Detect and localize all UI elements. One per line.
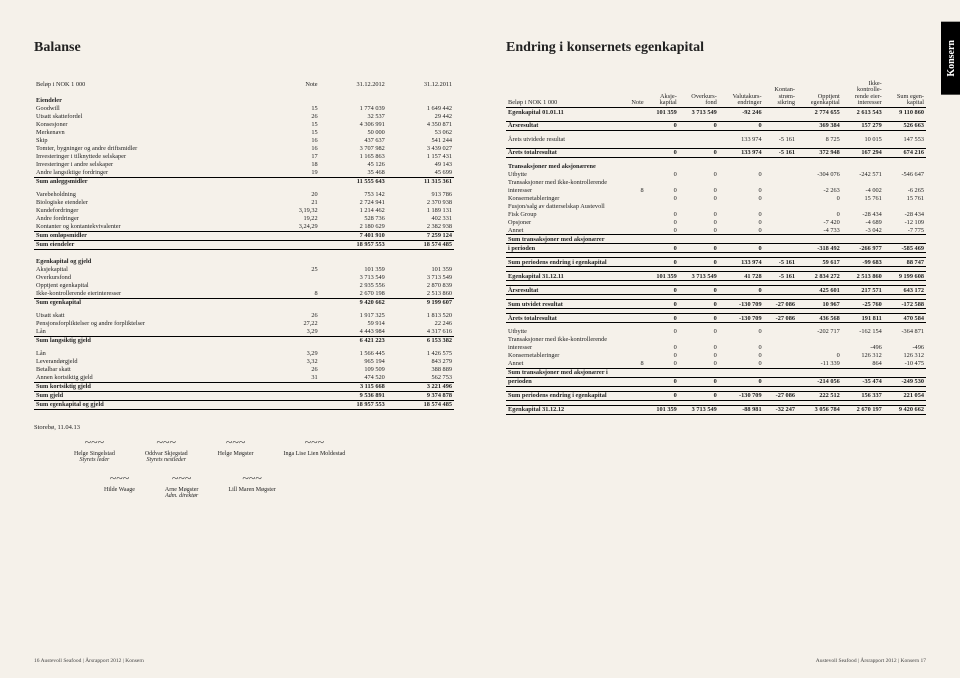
- table-row: Kontanter og kontantekvivalenter3,24,292…: [34, 223, 454, 232]
- table-row: Fisk Group0000-28 434-28 434: [506, 210, 926, 218]
- table-row: Betalbar skatt26109 509388 889: [34, 366, 454, 374]
- col-y2: 31.12.2011: [387, 80, 454, 88]
- signature-block: ~~~Lill Maren Møgster: [228, 473, 275, 499]
- balance-title: Balanse: [34, 40, 454, 56]
- table-row: Fusjon/salg av datterselskap Austevoll: [506, 202, 926, 210]
- table-row: Andre fordringer19,22528 736402 331: [34, 215, 454, 223]
- sum-kortsiktig-gjeld: Sum kortsiktig gjeld 3 115 6683 221 496: [34, 382, 454, 391]
- table-row: interesser8000-2 263-4 002-6 265: [506, 186, 926, 194]
- table-row: Annet8000-11 339864-10 475: [506, 360, 926, 369]
- equity-col-header: Ikke-kontrolle-rende eier-interesser: [842, 80, 884, 108]
- footer-left: 16 Austevoll Seafood | Årsrapport 2012 |…: [34, 658, 144, 664]
- equity-col-header: Note: [624, 80, 646, 108]
- table-row: Årets utvidede resultat133 974-5 1618 72…: [506, 135, 926, 143]
- table-row: Opsjoner000-7 420-4 689-12 109: [506, 218, 926, 226]
- table-row: Utbytte000-304 076-242 571-546 647: [506, 170, 926, 178]
- table-row: Annet000-4 733-3 042-7 775: [506, 226, 926, 235]
- table-row: Transaksjoner med ikke-kontrollerende: [506, 336, 926, 344]
- table-row: Konsernetableringer0000126 312126 312: [506, 352, 926, 360]
- page-spread: Balanse Beløp i NOK 1 000 Note 31.12.201…: [0, 0, 960, 678]
- balance-sublabel: Beløp i NOK 1 000: [34, 80, 278, 88]
- col-y1: 31.12.2012: [320, 80, 387, 88]
- table-row: Transaksjoner med aksjonærene: [506, 162, 926, 170]
- equity-col-header: Kontan-strøm-sikring: [764, 80, 797, 108]
- table-row: Transaksjoner med ikke-kontrollerende: [506, 178, 926, 186]
- signature-block: ~~~Inga Lise Lien Moldestad: [283, 437, 345, 463]
- sum-ek-gjeld: Sum egenkapital og gjeld 18 957 55318 57…: [34, 400, 454, 409]
- equity-col-header: Valutakurs-endringer: [719, 80, 764, 108]
- col-note: Note: [278, 80, 320, 88]
- table-row: Sum periodens endring i egenkapital00133…: [506, 258, 926, 267]
- signature-block: ~~~Helge Møgster: [218, 437, 254, 463]
- section-eiendeler: Eiendeler: [34, 93, 454, 105]
- balance-table: Beløp i NOK 1 000 Note 31.12.2012 31.12.…: [34, 80, 454, 410]
- sum-gjeld: Sum gjeld 9 536 8919 374 878: [34, 391, 454, 400]
- sum-eiendeler: Sum eiendeler 18 957 55318 574 485: [34, 240, 454, 249]
- table-row: Konsernetableringer000015 76115 761: [506, 194, 926, 202]
- right-page: Konsern Endring i konsernets egenkapital…: [480, 0, 960, 678]
- table-row: Goodwill151 774 0391 649 442: [34, 105, 454, 113]
- table-row: perioden000-214 056-35 474-249 530: [506, 377, 926, 386]
- table-row: Lån3,294 443 9844 317 616: [34, 328, 454, 337]
- signature-block: ~~~Arne MøgsterAdm. direktør: [165, 473, 199, 499]
- table-row: Biologiske eiendeler212 724 9412 370 938: [34, 199, 454, 207]
- table-row: Sum periodens endring i egenkapital00-13…: [506, 391, 926, 400]
- table-row: i perioden000-318 492-266 977-585 469: [506, 244, 926, 253]
- table-row: Tomter, bygninger og andre driftsmidler1…: [34, 145, 454, 153]
- konsern-tab: Konsern: [941, 22, 960, 95]
- table-row: Aksjekapital25101 359101 359: [34, 266, 454, 274]
- table-row: Pensjonsforpliktelser og andre forplikte…: [34, 320, 454, 328]
- sum-anleggsmidler: Sum anleggsmidler 11 555 64311 315 361: [34, 177, 454, 186]
- table-row: Investeringer i tilknyttede selskaper171…: [34, 153, 454, 161]
- table-row: Ikke-kontrollerende eierinteresser82 670…: [34, 290, 454, 299]
- signature-block: ~~~Hilde Waage: [104, 473, 135, 499]
- table-row: Leverandørgjeld3,32965 194843 279: [34, 358, 454, 366]
- section-ek-gjeld: Egenkapital og gjeld: [34, 254, 454, 266]
- table-row: Lån3,291 566 4451 426 575: [34, 350, 454, 358]
- equity-col-header: Opptjentegenkapital: [797, 80, 842, 108]
- table-row: Annen kortsiktig gjeld31474 520562 753: [34, 374, 454, 383]
- table-row: Kundefordringer3,19,321 214 4621 189 131: [34, 207, 454, 215]
- signature-block: ~~~Helge SingelstadStyrets leder: [74, 437, 115, 463]
- footer-right: Austevoll Seafood | Årsrapport 2012 | Ko…: [816, 658, 926, 664]
- table-row: Utbytte000-202 717-162 154-364 871: [506, 328, 926, 336]
- table-row: Skip16437 637541 244: [34, 137, 454, 145]
- table-row: Årets totalresultat00-130 709-27 086436 …: [506, 314, 926, 323]
- table-row: Sum utvidet resultat00-130 709-27 08610 …: [506, 300, 926, 309]
- table-row: Årsresultat000425 601217 571643 172: [506, 286, 926, 295]
- table-row: Årsresultat000369 384157 279526 663: [506, 121, 926, 130]
- sum-omlopsmidler: Sum omløpsmidler 7 401 9107 259 124: [34, 231, 454, 240]
- equity-col-header: Overkurs-fond: [679, 80, 719, 108]
- table-row: Egenkapital 31.12.12101 3593 713 549-88 …: [506, 405, 926, 414]
- table-row: Sum transaksjoner med aksjonærer: [506, 235, 926, 244]
- equity-col-header: Sum egen-kapital: [884, 80, 926, 108]
- table-row: Årets totalresultat00133 974-5 161372 94…: [506, 148, 926, 157]
- place-date: Storebø, 11.04.13: [34, 424, 454, 431]
- equity-col-header: Aksje-kapital: [646, 80, 679, 108]
- table-row: Utsatt skatt261 917 3251 813 520: [34, 312, 454, 320]
- table-row: Varebeholdning20753 142913 786: [34, 191, 454, 199]
- equity-table: Beløp i NOK 1 000NoteAksje-kapitalOverku…: [506, 80, 926, 415]
- table-row: Sum transaksjoner med aksjonærer i: [506, 368, 926, 377]
- sum-egenkapital: Sum egenkapital 9 420 6629 199 607: [34, 298, 454, 307]
- table-row: Merkenavn1550 00053 062: [34, 129, 454, 137]
- table-row: interesser000-496-496: [506, 344, 926, 352]
- table-row: Overkursfond3 713 5493 713 549: [34, 274, 454, 282]
- sum-langsiktig-gjeld: Sum langsiktig gjeld 6 421 2236 153 382: [34, 336, 454, 345]
- table-row: Egenkapital 01.01.11101 3593 713 549-92 …: [506, 108, 926, 117]
- table-row: Opptjent egenkapital2 935 5562 870 839: [34, 282, 454, 290]
- table-row: Egenkapital 31.12.11101 3593 713 54941 7…: [506, 272, 926, 281]
- signature-block: ~~~Oddvar SkjegstadStyrets nestleder: [145, 437, 188, 463]
- table-row: Andre langsiktige fordringer1935 46845 6…: [34, 169, 454, 178]
- table-row: Konsesjoner154 306 9914 350 871: [34, 121, 454, 129]
- signature-area: Storebø, 11.04.13 ~~~Helge SingelstadSty…: [34, 424, 454, 499]
- table-row: Utsatt skattefordel2632 53729 442: [34, 113, 454, 121]
- table-row: Investeringer i andre selskaper1845 1264…: [34, 161, 454, 169]
- left-page: Balanse Beløp i NOK 1 000 Note 31.12.201…: [0, 0, 480, 678]
- equity-title: Endring i konsernets egenkapital: [506, 40, 926, 56]
